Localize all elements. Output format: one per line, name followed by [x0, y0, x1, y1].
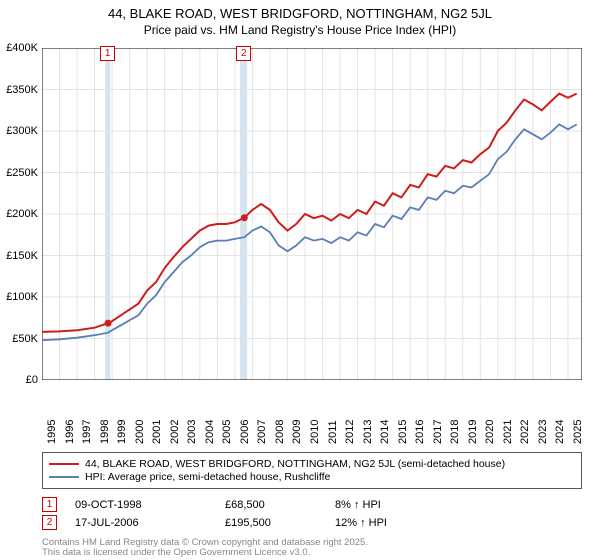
x-tick-label: 2020 [484, 420, 496, 444]
chart-container: 44, BLAKE ROAD, WEST BRIDGFORD, NOTTINGH… [0, 0, 600, 560]
y-tick-label: £300K [6, 125, 38, 137]
x-tick-label: 1996 [64, 420, 76, 444]
y-tick-label: £100K [6, 291, 38, 303]
legend-label: HPI: Average price, semi-detached house,… [85, 471, 330, 483]
x-tick-label: 2001 [151, 420, 163, 444]
x-tick-label: 2004 [204, 420, 216, 444]
y-tick-label: £400K [6, 42, 38, 54]
x-tick-label: 2023 [537, 420, 549, 444]
chart-area: £0£50K£100K£150K£200K£250K£300K£350K£400… [42, 48, 582, 414]
transaction-row: 1 09-OCT-1998£68,5008% ↑ HPI [42, 497, 582, 512]
title-address: 44, BLAKE ROAD, WEST BRIDGFORD, NOTTINGH… [0, 6, 600, 21]
transaction-table: 1 09-OCT-1998£68,5008% ↑ HPI 2 17-JUL-2006£… [42, 494, 582, 533]
x-tick-label: 2022 [519, 420, 531, 444]
legend-swatch [49, 476, 79, 478]
footnote: Contains HM Land Registry data © Crown c… [42, 538, 368, 559]
y-tick-label: £50K [12, 333, 38, 345]
legend-label: 44, BLAKE ROAD, WEST BRIDGFORD, NOTTINGH… [85, 458, 505, 470]
x-tick-label: 2015 [397, 420, 409, 444]
legend-swatch [49, 463, 79, 465]
footnote-line2: This data is licensed under the Open Gov… [42, 548, 368, 558]
x-tick-label: 2006 [239, 420, 251, 444]
x-tick-label: 2002 [169, 420, 181, 444]
x-tick-label: 2024 [554, 420, 566, 444]
x-tick-label: 2019 [467, 420, 479, 444]
titles: 44, BLAKE ROAD, WEST BRIDGFORD, NOTTINGH… [0, 0, 600, 37]
transaction-delta: 8% ↑ HPI [335, 499, 435, 511]
x-tick-label: 2014 [379, 420, 391, 444]
transaction-marker: 2 [42, 515, 57, 530]
x-tick-label: 1995 [46, 420, 58, 444]
line-chart [42, 48, 582, 380]
x-tick-label: 2025 [572, 420, 584, 444]
x-tick-label: 2012 [344, 420, 356, 444]
x-tick-label: 2009 [291, 420, 303, 444]
transaction-marker: 1 [42, 497, 57, 512]
x-tick-label: 2005 [221, 420, 233, 444]
title-subtitle: Price paid vs. HM Land Registry's House … [0, 23, 600, 37]
transaction-delta: 12% ↑ HPI [335, 517, 435, 529]
legend-item: HPI: Average price, semi-detached house,… [49, 471, 575, 483]
x-tick-label: 2017 [432, 420, 444, 444]
transaction-price: £195,500 [225, 517, 335, 529]
x-tick-label: 2008 [274, 420, 286, 444]
transaction-date: 17-JUL-2006 [75, 517, 225, 529]
x-tick-label: 1999 [116, 420, 128, 444]
transaction-price: £68,500 [225, 499, 335, 511]
x-tick-label: 2010 [309, 420, 321, 444]
x-tick-label: 2003 [186, 420, 198, 444]
x-tick-label: 2000 [134, 420, 146, 444]
y-tick-label: £150K [6, 250, 38, 262]
x-tick-label: 2013 [362, 420, 374, 444]
x-tick-label: 1998 [99, 420, 111, 444]
y-tick-label: £350K [6, 84, 38, 96]
transaction-date: 09-OCT-1998 [75, 499, 225, 511]
y-tick-label: £0 [26, 374, 38, 386]
x-tick-label: 1997 [81, 420, 93, 444]
x-tick-label: 2011 [327, 420, 339, 444]
x-tick-label: 2016 [414, 420, 426, 444]
x-tick-label: 2021 [502, 420, 514, 444]
x-tick-label: 2007 [256, 420, 268, 444]
legend: 44, BLAKE ROAD, WEST BRIDGFORD, NOTTINGH… [42, 452, 582, 489]
y-tick-label: £250K [6, 167, 38, 179]
sale-marker-badge: 2 [236, 46, 251, 61]
legend-item: 44, BLAKE ROAD, WEST BRIDGFORD, NOTTINGH… [49, 458, 575, 470]
transaction-row: 2 17-JUL-2006£195,50012% ↑ HPI [42, 515, 582, 530]
y-tick-label: £200K [6, 208, 38, 220]
x-tick-label: 2018 [449, 420, 461, 444]
sale-marker-badge: 1 [100, 46, 115, 61]
